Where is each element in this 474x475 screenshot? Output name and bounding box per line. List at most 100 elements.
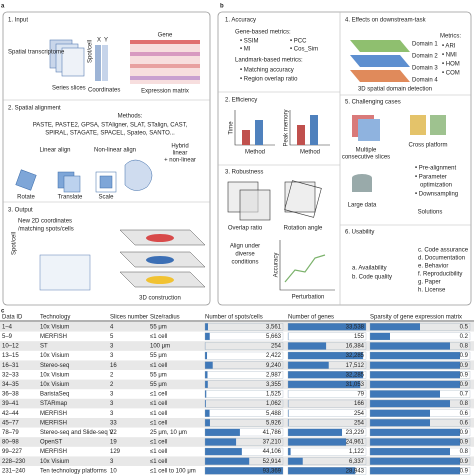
align-icons	[15, 159, 153, 193]
cell: 3	[110, 353, 114, 359]
bar-frame	[369, 371, 471, 379]
label: Translate	[58, 195, 83, 201]
bar-frame	[204, 351, 284, 360]
label: Series slices	[52, 86, 86, 92]
cell-value: 0.9	[460, 353, 469, 359]
panel-label: c	[1, 309, 5, 315]
label: • Matching accuracy	[240, 68, 294, 74]
label: Scale	[98, 195, 114, 201]
cell-value: 41,786	[263, 430, 282, 436]
bar	[205, 467, 283, 475]
table-header: Sparsity of gene expression matrix	[370, 315, 462, 321]
section-title: 6. Usability	[345, 230, 374, 236]
cell: 10x Visium	[40, 353, 69, 359]
cell: 34–35	[2, 382, 19, 388]
cell-value: 24,961	[346, 440, 365, 446]
bar-frame	[204, 428, 284, 437]
cell-value: 0.9	[460, 468, 469, 474]
section-title: 2. Efficiency	[225, 98, 257, 104]
cell: 80–98	[2, 440, 19, 446]
cell: STARmap	[40, 401, 68, 407]
table-header: Number of genes	[288, 315, 334, 321]
cell-value: 28,943	[346, 468, 365, 474]
cell: MERFISH	[40, 420, 67, 426]
label: Method	[300, 150, 320, 156]
label: Metrics:	[440, 34, 461, 40]
cell-value: 31,053	[346, 382, 365, 388]
cell: 55 μm	[150, 353, 167, 359]
efficiency-charts	[234, 110, 330, 146]
label: • SSIM	[240, 39, 258, 45]
cell: 1–4	[2, 324, 13, 330]
row-stripe	[0, 360, 474, 370]
section-title: 3. Output	[8, 208, 33, 214]
bar-frame	[287, 467, 367, 475]
cell-value: 5,926	[266, 420, 282, 426]
bar-frame	[204, 332, 284, 341]
label: Large data	[348, 203, 377, 209]
bar-frame	[204, 371, 284, 379]
cell: 55 μm	[150, 372, 167, 378]
label: • Region overlap ratio	[240, 77, 298, 83]
bar	[370, 409, 430, 417]
bar-frame	[369, 447, 471, 456]
bar	[205, 332, 210, 340]
bar	[205, 428, 240, 436]
label: Time	[229, 121, 235, 135]
label: New 2D coordinates	[18, 219, 72, 225]
bar-frame	[369, 457, 471, 465]
label: g. Paper	[418, 280, 441, 286]
cell-value: 155	[354, 334, 365, 340]
cell-value: 1,525	[266, 392, 282, 398]
cell-value: 3,561	[266, 324, 282, 330]
bar-frame	[369, 351, 471, 360]
cell-value: 32,285	[346, 353, 365, 359]
cell-value: 52,914	[263, 459, 282, 465]
bar	[205, 352, 208, 360]
table-header: Technology	[40, 315, 70, 321]
bar	[288, 467, 356, 475]
bar-frame	[204, 409, 284, 417]
bar	[288, 409, 289, 417]
label: f. Reproducibility	[418, 272, 462, 278]
cell: MERFISH	[40, 449, 67, 455]
bar	[288, 448, 291, 456]
cell: MERFISH	[40, 334, 67, 340]
bar	[288, 352, 364, 360]
bar-frame	[369, 332, 471, 341]
bar-frame	[369, 361, 471, 369]
bar	[370, 390, 440, 398]
cell: 19	[110, 440, 117, 446]
bar-frame	[287, 438, 367, 446]
cell-value: 0.9	[460, 363, 469, 369]
cell: 10x Visium	[40, 382, 69, 388]
bar	[370, 332, 390, 340]
cell: 10x Visium	[40, 324, 69, 330]
cell: 5	[110, 334, 114, 340]
bar-frame	[287, 447, 367, 456]
label: Linear align	[39, 148, 70, 154]
bar-frame	[287, 351, 367, 360]
bar	[288, 428, 343, 436]
row-stripe	[0, 379, 474, 390]
cell: 45–77	[2, 420, 19, 426]
bar	[205, 457, 250, 465]
bar-frame	[287, 399, 367, 408]
label: d. Documentation	[418, 256, 465, 262]
cell: ≤1 cell	[150, 449, 167, 455]
row-stripe	[0, 437, 474, 447]
cell: 16	[110, 363, 117, 369]
cell-value: 0.8	[460, 449, 469, 455]
panel-label: b	[220, 4, 224, 10]
bar	[370, 419, 430, 427]
cell: ST	[40, 344, 48, 350]
cell: Stereo-seq	[40, 363, 69, 369]
bar-frame	[369, 467, 471, 475]
cell-value: 0.5	[460, 324, 469, 330]
label: Landmark-based metrics:	[235, 58, 303, 64]
cell: 10x Visium	[40, 372, 69, 378]
label: e. Behavior	[418, 264, 448, 270]
cell-value: 23,229	[346, 430, 365, 436]
bar	[205, 409, 210, 417]
label: conditions	[231, 260, 258, 266]
